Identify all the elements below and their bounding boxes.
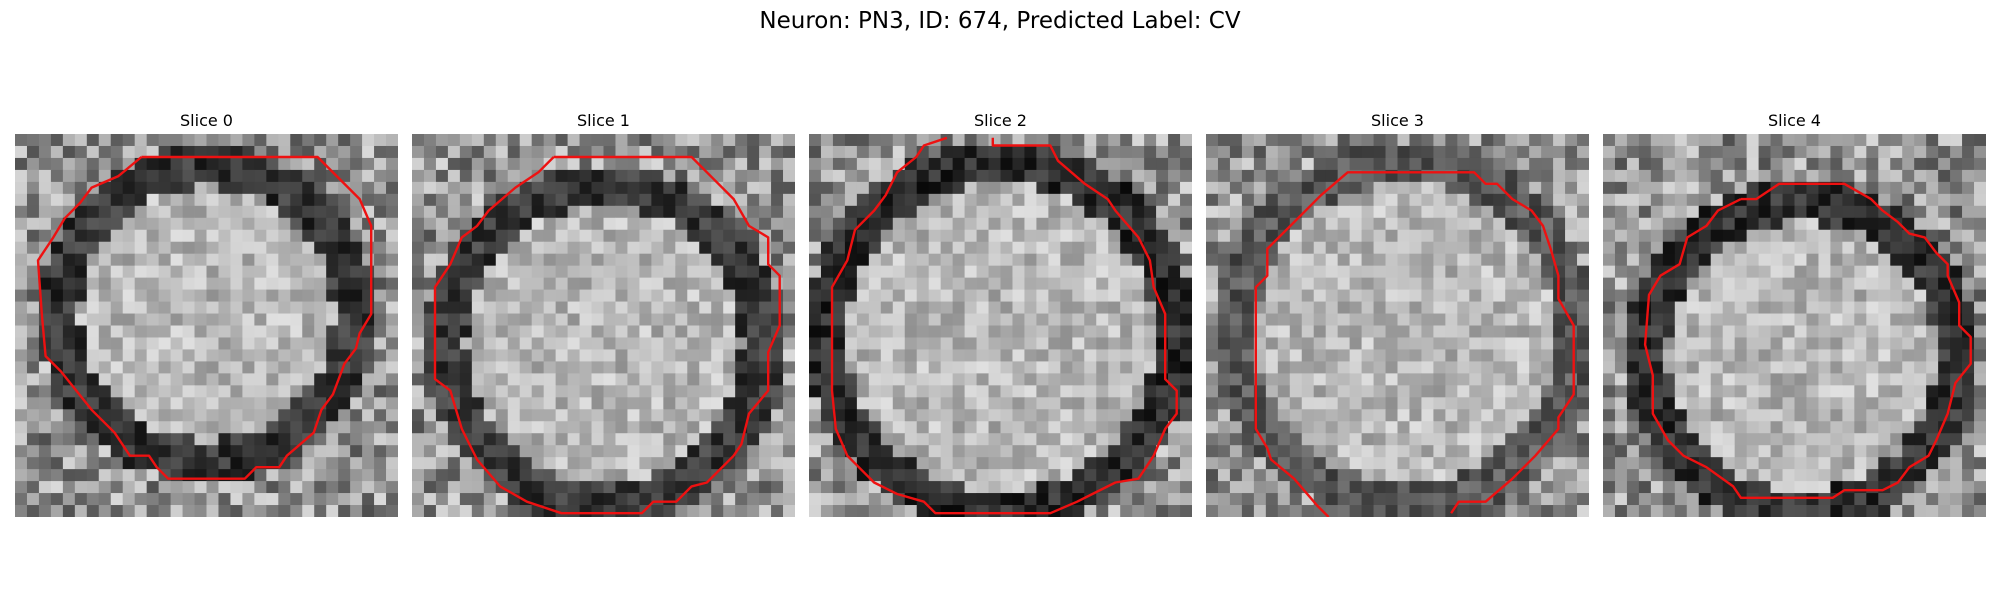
slice-panel-2: Slice 2 [809, 108, 1192, 517]
pixel-tiles [1603, 134, 1986, 517]
slice-image-3 [1206, 134, 1589, 517]
segmentation-contour [36, 155, 373, 480]
slice-title-4: Slice 4 [1768, 111, 1821, 130]
slice-panel-1: Slice 1 [412, 108, 795, 517]
slice-image-4 [1603, 134, 1986, 517]
slice-title-0: Slice 0 [180, 111, 233, 130]
slice-title-2: Slice 2 [974, 111, 1027, 130]
figure-title: Neuron: PN3, ID: 674, Predicted Label: C… [759, 8, 1241, 34]
slice-image-0 [15, 134, 398, 517]
segmentation-contour [433, 155, 781, 515]
segmentation-contour [830, 136, 1178, 515]
slice-panel-0: Slice 0 [15, 108, 398, 517]
slice-image-2 [809, 134, 1192, 517]
pixel-tiles [809, 134, 1192, 517]
slice-panel-4: Slice 4 [1603, 108, 1986, 517]
pixel-tiles [1206, 134, 1589, 517]
slice-title-3: Slice 3 [1371, 111, 1424, 130]
segmentation-contour [1254, 171, 1575, 517]
pixel-tiles [15, 134, 398, 517]
slice-title-1: Slice 1 [577, 111, 630, 130]
slice-panel-3: Slice 3 [1206, 108, 1589, 517]
pixel-tiles [412, 134, 795, 517]
segmentation-contour [1643, 182, 1972, 499]
slice-image-1 [412, 134, 795, 517]
